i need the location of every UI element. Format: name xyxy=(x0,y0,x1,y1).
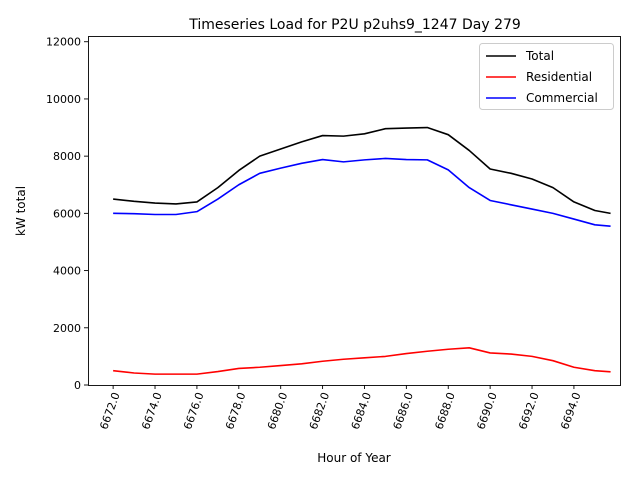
x-tick-label: 6680.0 xyxy=(265,391,290,432)
series-line-commercial xyxy=(113,157,611,228)
x-tick-label: 6682.0 xyxy=(307,391,332,432)
legend-label-commercial: Commercial xyxy=(526,91,598,105)
y-tick-label: 4000 xyxy=(53,265,81,278)
y-tick-label: 0 xyxy=(74,379,81,392)
chart-title: Timeseries Load for P2U p2uhs9_1247 Day … xyxy=(188,17,521,33)
series-line-residential xyxy=(113,347,611,375)
y-tick-label: 12000 xyxy=(46,36,81,49)
x-axis-label: Hour of Year xyxy=(317,451,391,465)
x-tick-label: 6674.0 xyxy=(139,391,164,432)
x-tick-label: 6684.0 xyxy=(349,391,374,432)
y-tick-label: 10000 xyxy=(46,93,81,106)
x-axis-ticks: 6672.0 6674.0 6676.0 6678.0 6680.0 6682.0 6684… xyxy=(97,385,584,432)
x-tick-label: 6694.0 xyxy=(558,391,583,432)
y-axis-label: kW total xyxy=(14,186,28,236)
x-tick-label: 6690.0 xyxy=(474,391,499,432)
x-tick-label: 6688.0 xyxy=(433,391,458,432)
axes-frame xyxy=(88,36,621,386)
legend-label-residential: Residential xyxy=(526,70,592,84)
x-tick-label: 6676.0 xyxy=(181,391,206,432)
legend: Total Residential Commercial xyxy=(479,43,614,110)
y-tick-label: 8000 xyxy=(53,150,81,163)
legend-frame xyxy=(479,43,614,110)
y-tick-label: 2000 xyxy=(53,322,81,335)
x-tick-label: 6678.0 xyxy=(223,391,248,432)
legend-entries: Total Residential Commercial xyxy=(486,49,598,105)
legend-label-total: Total xyxy=(525,49,554,63)
x-tick-label: 6672.0 xyxy=(97,391,122,432)
series-line-total xyxy=(113,126,611,215)
y-tick-label: 6000 xyxy=(53,207,81,220)
x-tick-label: 6692.0 xyxy=(516,391,541,432)
series-layer xyxy=(113,126,611,375)
x-tick-label: 6686.0 xyxy=(391,391,416,432)
y-axis-ticks: 0 2000 4000 6000 8000 10000 12000 xyxy=(46,36,88,392)
